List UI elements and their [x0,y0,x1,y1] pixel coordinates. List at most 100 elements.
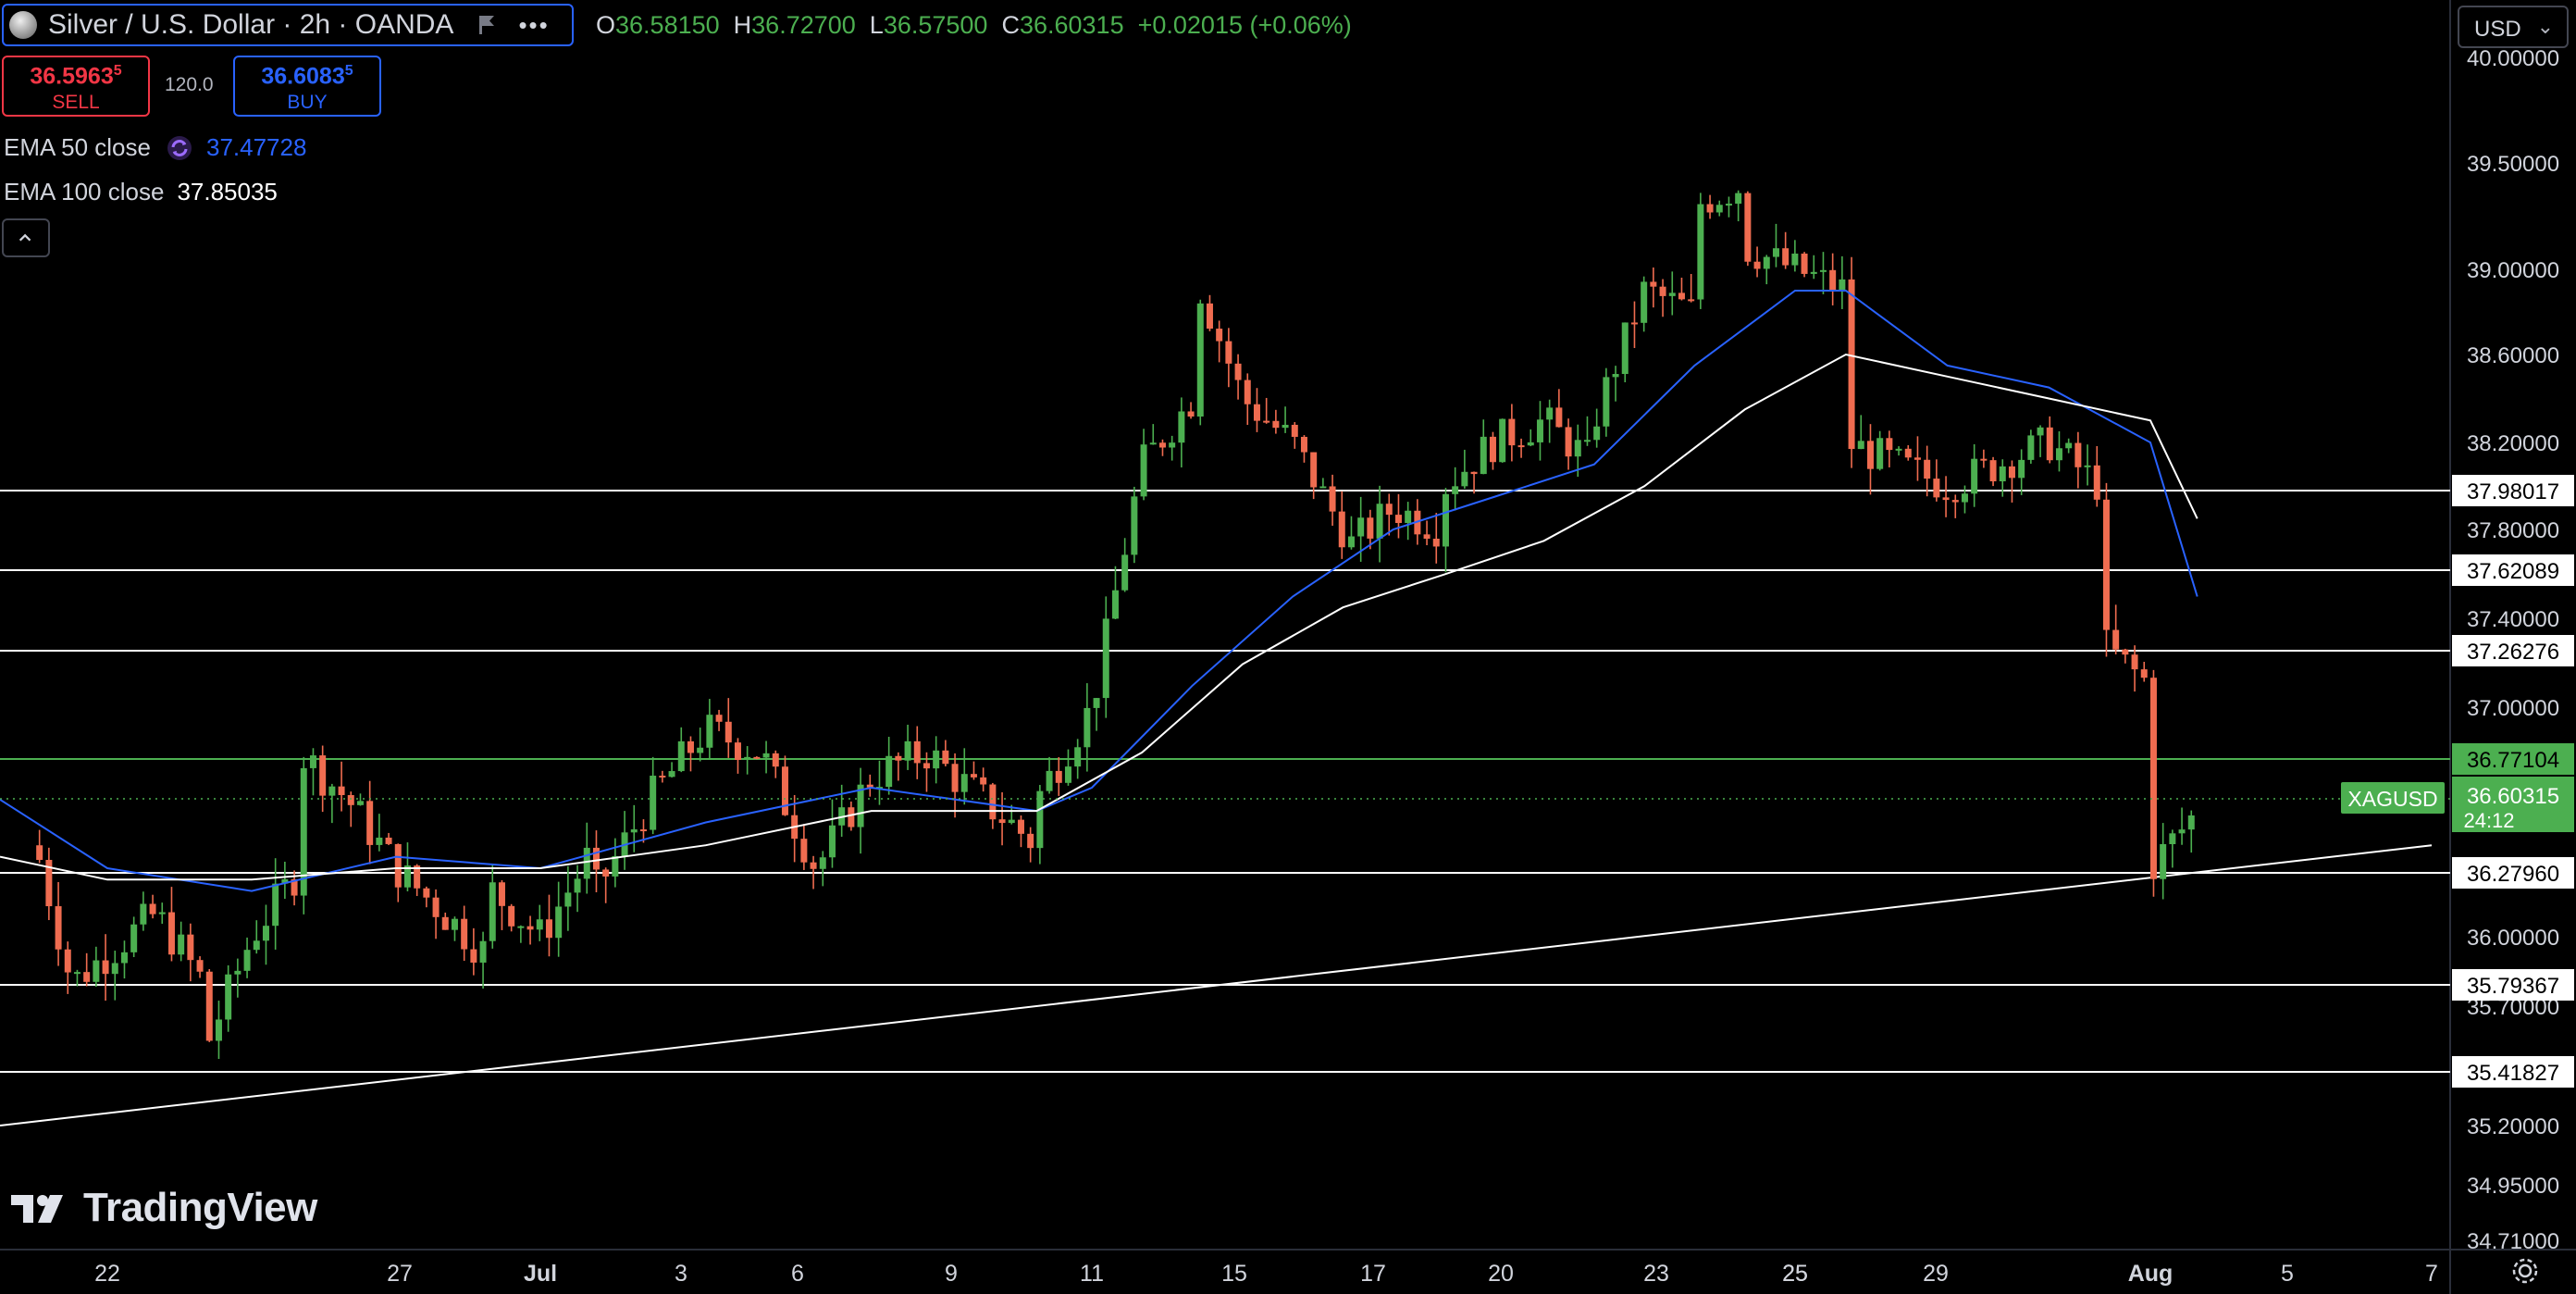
candle-body[interactable] [272,883,279,927]
candle-body[interactable] [1178,411,1185,443]
currency-selector[interactable]: USD ⌄ [2458,6,2569,48]
candle-body[interactable] [1829,269,1837,292]
candle-body[interactable] [697,747,704,753]
candle-body[interactable] [583,847,590,879]
candle-body[interactable] [913,740,921,764]
candle-body[interactable] [338,786,345,795]
candle-body[interactable] [1489,436,1496,463]
indicator-ema100[interactable]: EMA 100 close 37.85035 [4,178,278,206]
candle-body[interactable] [526,926,534,930]
candle-body[interactable] [1423,534,1430,539]
candle-body[interactable] [1857,441,1864,450]
candle-body[interactable] [1282,424,1289,429]
candle-body[interactable] [1442,493,1449,547]
candle-body[interactable] [650,776,657,830]
candle-body[interactable] [875,787,883,790]
candle-body[interactable] [281,878,289,884]
candle-body[interactable] [1084,707,1091,748]
candle-body[interactable] [1574,440,1581,457]
candle-body[interactable] [810,862,817,869]
candle-body[interactable] [2112,629,2120,650]
candle-body[interactable] [1924,459,1931,479]
candle-body[interactable] [1688,299,1695,302]
candle-body[interactable] [1244,379,1251,404]
candle-body[interactable] [753,756,761,759]
candle-body[interactable] [1999,466,2006,481]
candle-body[interactable] [923,763,930,769]
candle-body[interactable] [857,784,864,827]
ema100-line[interactable] [0,353,2198,881]
candle-body[interactable] [1895,448,1902,451]
candle-body[interactable] [545,919,552,939]
candle-body[interactable] [1715,205,1723,213]
candle-body[interactable] [1187,411,1195,417]
candle-body[interactable] [1055,770,1062,783]
candle-body[interactable] [2074,442,2082,467]
candle-body[interactable] [1499,418,1506,463]
candle-body[interactable] [828,825,836,858]
candle-body[interactable] [73,972,80,975]
candle-body[interactable] [980,777,987,785]
candle-body[interactable] [630,829,638,833]
candle-body[interactable] [706,715,713,748]
candle-body[interactable] [1782,248,1790,266]
candle-body[interactable] [1253,404,1260,421]
candle-body[interactable] [536,919,543,930]
candle-body[interactable] [1621,322,1629,375]
candle-body[interactable] [319,755,327,796]
candle-body[interactable] [1942,497,1950,501]
candle-body[interactable] [970,774,977,778]
collapse-indicators-button[interactable] [2,218,50,257]
candle-body[interactable] [394,843,402,888]
candle-body[interactable] [414,865,421,889]
candle-body[interactable] [196,960,204,972]
candle-body[interactable] [1196,303,1204,417]
candle-body[interactable] [1111,590,1119,619]
candle-body[interactable] [385,837,392,844]
candle-body[interactable] [1329,486,1336,512]
candle-body[interactable] [441,916,449,930]
candle-body[interactable] [2140,669,2148,678]
candle-body[interactable] [1300,436,1307,453]
candle-body[interactable] [120,952,128,964]
candle-body[interactable] [1612,374,1619,378]
candle-body[interactable] [2149,678,2157,879]
candle-body[interactable] [612,855,619,877]
candle-body[interactable] [1027,833,1034,849]
candle-body[interactable] [1008,819,1015,824]
candle-body[interactable] [1367,517,1374,539]
candle-body[interactable] [102,960,109,975]
candle-body[interactable] [1517,445,1525,448]
candle-body[interactable] [1206,303,1213,330]
candle-body[interactable] [1810,271,1817,274]
more-options-icon[interactable]: ••• [518,10,550,39]
candle-body[interactable] [1169,442,1176,448]
candle-body[interactable] [1603,377,1610,427]
candle-body[interactable] [1735,193,1742,205]
candle-body[interactable] [1338,511,1345,548]
buy-button[interactable]: 36.60835 BUY [233,56,381,117]
candle-body[interactable] [1763,256,1770,269]
candle-body[interactable] [1480,436,1487,475]
candle-body[interactable] [1272,420,1280,429]
candle-body[interactable] [564,892,572,907]
candle-body[interactable] [1641,281,1648,323]
candle-body[interactable] [1791,253,1799,266]
candle-body[interactable] [1347,536,1355,548]
candle-body[interactable] [1158,442,1166,448]
candle-body[interactable] [215,1019,222,1041]
candle-body[interactable] [1536,419,1543,442]
candle-body[interactable] [1046,770,1053,791]
candle-body[interactable] [895,755,902,761]
candle-body[interactable] [1678,292,1685,300]
candle-body[interactable] [234,970,242,975]
candle-body[interactable] [781,766,788,815]
candle-body[interactable] [432,897,440,917]
candle-body[interactable] [167,912,175,955]
candle-body[interactable] [2055,448,2062,461]
candle-body[interactable] [1565,427,1572,457]
candle-body[interactable] [45,860,53,907]
candle-body[interactable] [1744,193,1752,262]
candle-body[interactable] [1555,407,1563,428]
candle-body[interactable] [904,740,911,761]
